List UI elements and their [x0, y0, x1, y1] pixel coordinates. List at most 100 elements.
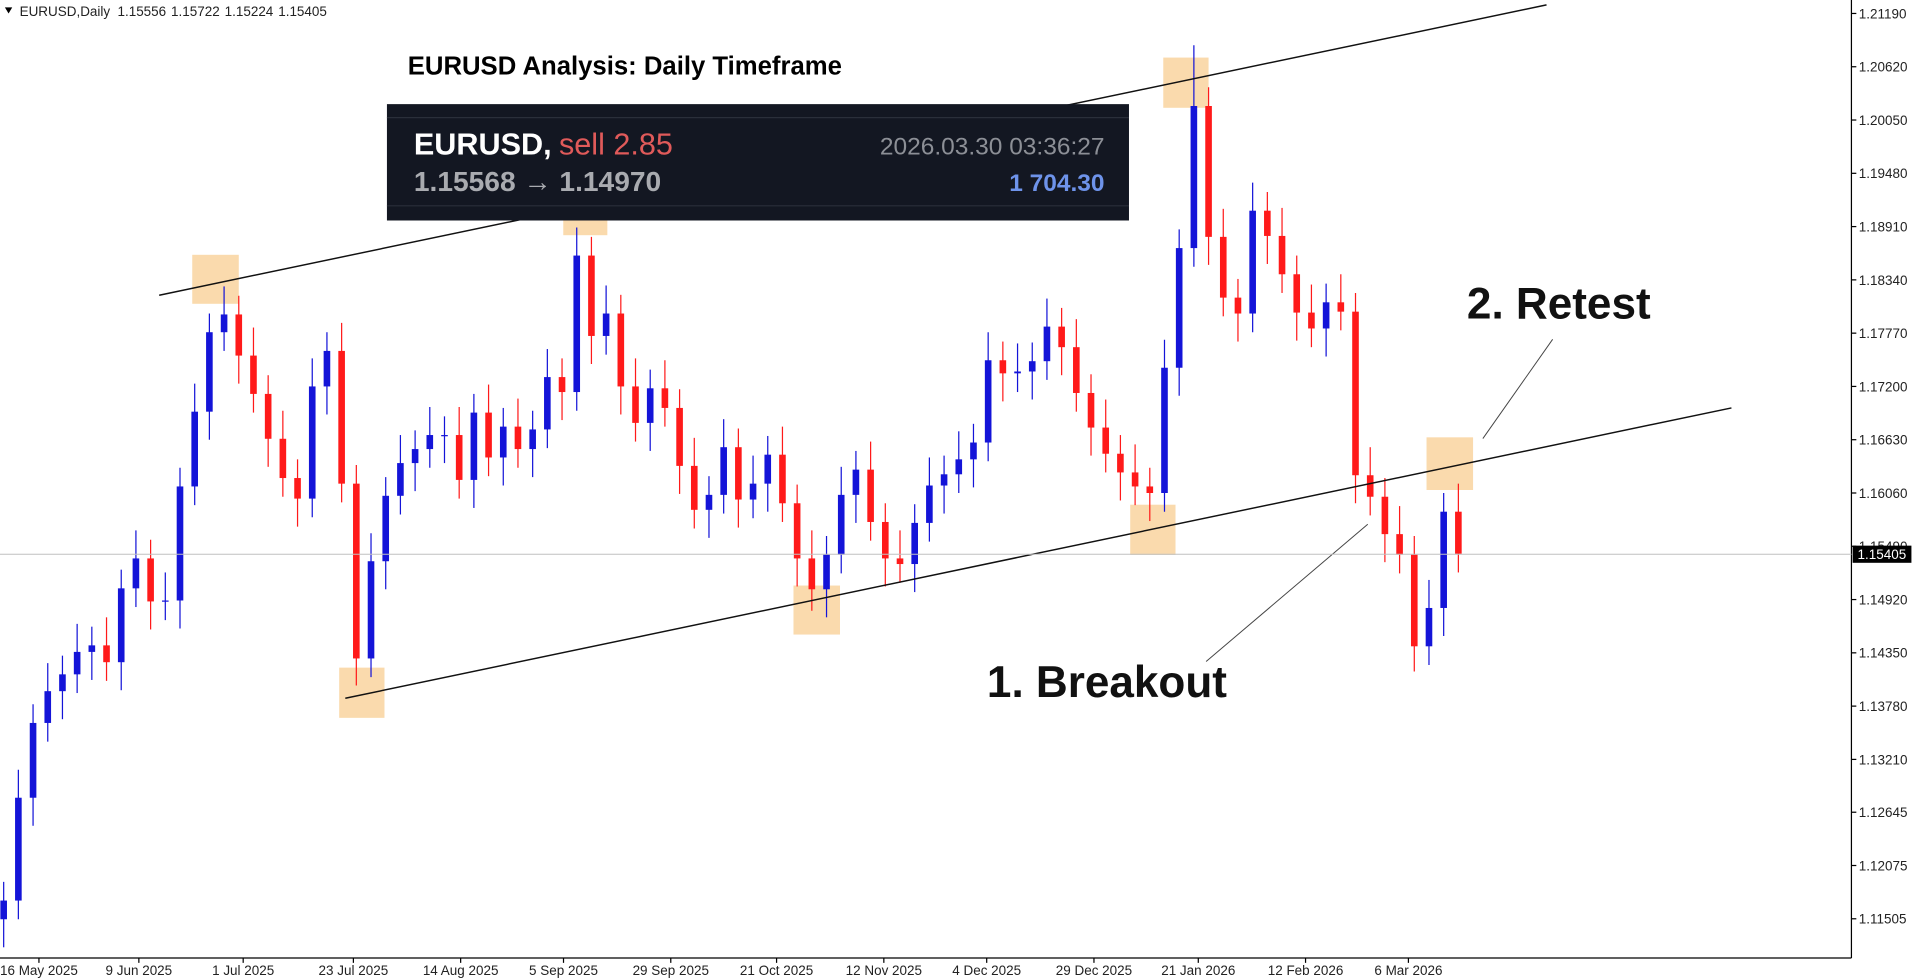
- breakout-label: 1. Breakout: [987, 658, 1227, 707]
- candle-body: [176, 486, 184, 601]
- candle-body: [1396, 534, 1403, 555]
- x-tick-label: 21 Oct 2025: [740, 963, 813, 978]
- candle-body: [661, 388, 669, 408]
- candle-body: [1440, 511, 1447, 608]
- candle-body: [1249, 210, 1256, 314]
- current-price-label: 1.15405: [1858, 547, 1907, 562]
- candle-body: [955, 459, 963, 475]
- candle-body: [499, 426, 507, 458]
- candle-body: [1205, 106, 1212, 237]
- x-tick-label: 23 Jul 2025: [319, 963, 389, 978]
- candle-body: [1014, 371, 1021, 374]
- candle-body: [1102, 427, 1110, 454]
- highlight-box: [192, 254, 239, 304]
- candle-body: [1308, 312, 1315, 329]
- ohlc-close: 1.15405: [278, 4, 327, 19]
- candle-body: [1161, 367, 1168, 493]
- candle-body: [779, 454, 786, 504]
- y-tick-label: 1.16060: [1859, 486, 1908, 501]
- candle-body: [1455, 511, 1462, 554]
- candle-body: [264, 393, 272, 439]
- candle-body: [1234, 297, 1242, 314]
- candle-body: [426, 435, 434, 450]
- y-tick-label: 1.17200: [1859, 379, 1908, 394]
- candle-body: [103, 645, 110, 663]
- candles: [0, 45, 1462, 948]
- candle-body: [837, 494, 845, 555]
- candle-body: [117, 588, 125, 663]
- y-tick-label: 1.17770: [1859, 326, 1908, 341]
- x-tick-label: 5 Sep 2025: [529, 963, 598, 978]
- y-tick-label: 1.12075: [1859, 858, 1908, 873]
- candle-body: [1058, 326, 1065, 348]
- axes: 1.21190 1.20620 1.20050 1.19480 1.18910 1.183…: [0, 6, 1912, 978]
- candle-body: [455, 435, 463, 480]
- x-tick-label: 14 Aug 2025: [423, 963, 499, 978]
- candle-body: [308, 386, 316, 499]
- candle-body: [1425, 607, 1433, 647]
- candle-body: [1117, 453, 1124, 473]
- y-tick-label: 1.14920: [1859, 592, 1908, 607]
- y-tick-label: 1.20620: [1859, 60, 1908, 75]
- candle-body: [397, 463, 404, 496]
- y-tick-label: 1.21190: [1859, 6, 1907, 21]
- y-tick-label: 1.13210: [1859, 752, 1908, 767]
- trade-time: 2026.03.30 03:36:27: [880, 133, 1105, 160]
- trade-side: sell 2.85: [559, 127, 673, 161]
- candle-body: [470, 412, 478, 480]
- candle-body: [411, 449, 419, 464]
- candle-body: [441, 435, 448, 437]
- candle-body: [147, 558, 154, 602]
- menu-arrow[interactable]: [4, 7, 13, 14]
- highlight-box: [339, 667, 385, 718]
- candle-body: [29, 722, 37, 798]
- candle-body: [235, 314, 243, 356]
- candle-body: [367, 561, 375, 659]
- candle-body: [544, 377, 551, 430]
- candle-body: [720, 447, 727, 495]
- candle-body: [1219, 236, 1227, 298]
- candle-body: [1322, 302, 1330, 329]
- candle-body: [59, 674, 66, 692]
- x-tick-label: 29 Dec 2025: [1056, 963, 1132, 978]
- y-tick-label: 1.19480: [1859, 166, 1908, 181]
- candle-body: [1381, 496, 1389, 535]
- candle-body: [690, 465, 698, 510]
- trade-panel-bg: [386, 104, 1129, 221]
- x-tick-label: 29 Sep 2025: [633, 963, 709, 978]
- candle-body: [867, 469, 874, 522]
- candle-body: [1073, 347, 1080, 393]
- chart-title: EURUSD Analysis: Daily Timeframe: [408, 53, 842, 81]
- candle-body: [646, 388, 654, 423]
- candle-body: [191, 411, 198, 487]
- candle-body: [705, 494, 713, 510]
- y-tick-label: 1.18910: [1859, 219, 1908, 234]
- candle-body: [1293, 274, 1301, 313]
- candle-body: [162, 600, 169, 602]
- y-tick-label: 1.20050: [1859, 113, 1908, 128]
- x-tick-label: 12 Feb 2026: [1268, 963, 1344, 978]
- candle-body: [88, 645, 96, 652]
- trade-panel: EURUSD, sell 2.85 2026.03.30 03:36:27 1.1…: [386, 104, 1129, 221]
- candle-body: [485, 412, 492, 458]
- candle-body: [1131, 472, 1139, 487]
- candle-body: [999, 360, 1007, 374]
- candle-body: [882, 521, 889, 559]
- ohlc-high: 1.15722: [171, 4, 220, 19]
- x-tick-label: 6 Mar 2026: [1374, 963, 1442, 978]
- trade-prices: 1.15568 → 1.14970: [414, 166, 661, 197]
- candle-body: [1366, 475, 1374, 497]
- retest-label: 2. Retest: [1467, 279, 1651, 328]
- lower-trendline: [345, 407, 1732, 699]
- candle-body: [250, 355, 257, 394]
- candle-body: [1410, 554, 1418, 647]
- candle-body: [323, 350, 331, 387]
- candle-body: [514, 426, 522, 450]
- candle-body: [602, 313, 610, 336]
- candle-body: [15, 797, 22, 901]
- candle-body: [132, 558, 140, 589]
- candle-body: [676, 407, 683, 466]
- candle-body: [1087, 392, 1095, 428]
